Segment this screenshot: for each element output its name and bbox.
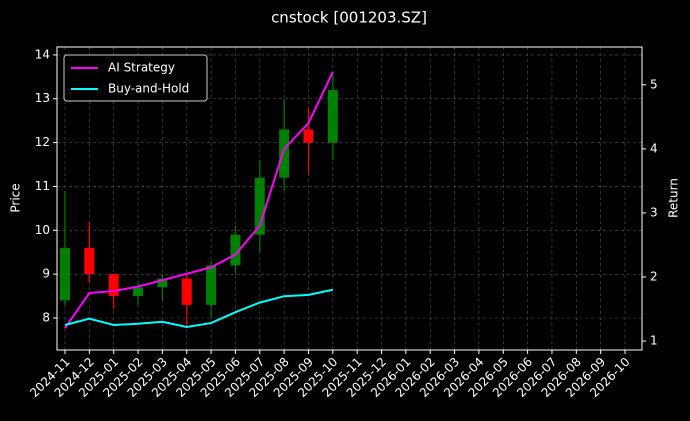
candle-body bbox=[108, 274, 119, 297]
y2-tick-label: 5 bbox=[650, 77, 658, 91]
candle-body bbox=[133, 287, 144, 297]
candle-body bbox=[230, 234, 241, 266]
candle-body bbox=[279, 129, 290, 178]
legend-label: AI Strategy bbox=[108, 61, 175, 75]
y-tick-label: 11 bbox=[35, 179, 50, 193]
candle-body bbox=[254, 177, 265, 235]
y-axis-label: Price bbox=[9, 183, 23, 212]
y-tick-label: 8 bbox=[42, 310, 50, 324]
y2-tick-label: 2 bbox=[650, 269, 658, 283]
plot-frame bbox=[56, 46, 643, 351]
y2-tick-label: 3 bbox=[650, 205, 658, 219]
legend-box bbox=[63, 54, 208, 102]
y-tick-label: 13 bbox=[35, 91, 50, 105]
candle-body bbox=[157, 278, 168, 288]
y2-tick-label: 4 bbox=[650, 141, 658, 155]
series-line bbox=[64, 288, 334, 328]
y-tick-label: 9 bbox=[42, 267, 50, 281]
y-tick-label: 12 bbox=[35, 135, 50, 149]
y2-axis-label: Return bbox=[667, 178, 681, 218]
candle-body bbox=[206, 265, 217, 305]
series-line bbox=[64, 71, 334, 329]
candle-body bbox=[84, 247, 95, 275]
y2-tick-label: 1 bbox=[650, 334, 658, 348]
candle-body bbox=[303, 129, 314, 143]
y-tick-label: 14 bbox=[35, 47, 50, 61]
chart-title: cnstock [001203.SZ] bbox=[271, 9, 427, 27]
legend-label: Buy-and-Hold bbox=[108, 82, 189, 96]
candle-body bbox=[327, 89, 338, 143]
candle-body bbox=[60, 247, 70, 301]
candle-body bbox=[181, 278, 192, 305]
y-tick-label: 10 bbox=[35, 223, 50, 237]
